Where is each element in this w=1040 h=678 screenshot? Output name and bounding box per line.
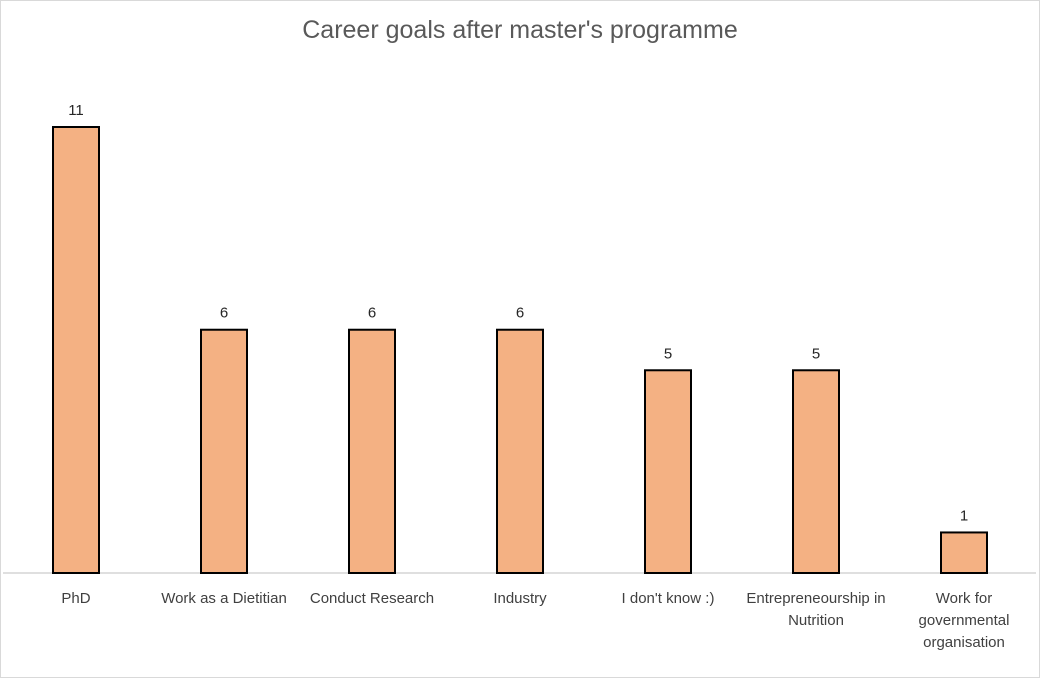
- category-label: Entrepreneourship in Nutrition: [746, 590, 885, 629]
- category-label-line: organisation: [923, 634, 1005, 651]
- category-label-line: governmental: [919, 612, 1010, 629]
- bar: [940, 531, 988, 574]
- category-label-line: I don't know :): [622, 590, 715, 607]
- bars-group: [52, 126, 988, 575]
- category-label-line: Work for: [936, 590, 992, 607]
- data-label: 6: [220, 305, 228, 322]
- category-label: Work as a Dietitian: [161, 590, 287, 607]
- category-label-line: Nutrition: [788, 612, 844, 629]
- category-label: I don't know :): [622, 590, 715, 607]
- bar: [348, 328, 396, 574]
- bar: [496, 328, 544, 574]
- category-label: Work for governmental organisation: [919, 590, 1010, 651]
- category-label-line: Work as a Dietitian: [161, 590, 287, 607]
- bar: [644, 369, 692, 575]
- data-label: 5: [664, 345, 672, 362]
- category-label: PhD: [61, 590, 90, 607]
- category-label-line: Conduct Research: [310, 590, 434, 607]
- data-label: 6: [368, 305, 376, 322]
- data-label: 5: [812, 345, 820, 362]
- category-labels-group: PhD Work as a Dietitian Conduct Research In…: [61, 590, 1009, 651]
- category-label-line: Entrepreneourship in: [746, 590, 885, 607]
- category-label: Conduct Research: [310, 590, 434, 607]
- data-label: 6: [516, 305, 524, 322]
- data-labels-group: 11 6 6 6 5 5 1: [68, 102, 968, 524]
- data-label: 1: [960, 507, 968, 524]
- data-label: 11: [68, 102, 84, 119]
- category-label: Industry: [493, 590, 547, 607]
- bar: [52, 126, 100, 574]
- bar: [792, 369, 840, 575]
- category-label-line: PhD: [61, 590, 90, 607]
- chart-title: Career goals after master's programme: [302, 16, 738, 44]
- category-label-line: Industry: [493, 590, 547, 607]
- bar: [200, 328, 248, 574]
